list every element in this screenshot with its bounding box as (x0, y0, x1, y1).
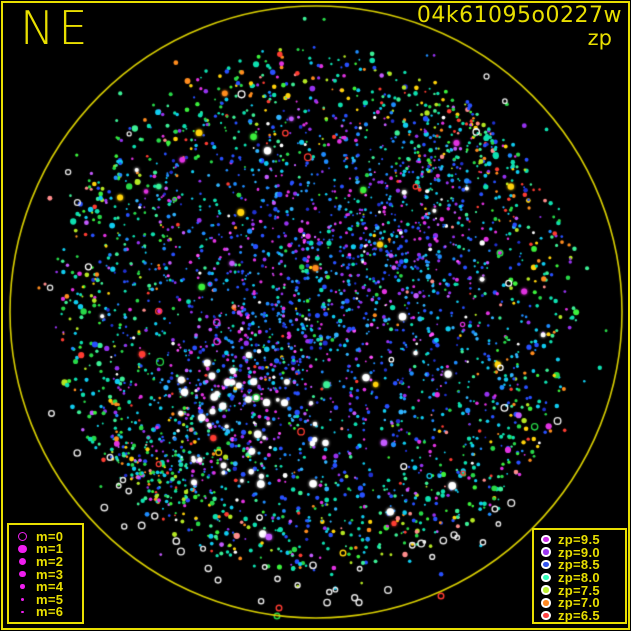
zeropoint-swatch-icon (541, 559, 551, 570)
zeropoint-legend-row-label: zp=7.5 (558, 582, 600, 598)
magnitude-legend-row-label: m=3 (36, 566, 64, 582)
magnitude-legend-row-label: m=2 (36, 553, 64, 569)
zeropoint-legend-row-label: zp=9.0 (558, 544, 600, 560)
zeropoint-swatch-icon (541, 610, 551, 621)
zeropoint-legend-row-label: zp=7.0 (558, 595, 600, 611)
zeropoint-swatch-icon (541, 534, 551, 545)
magnitude-legend-row-label: m=6 (36, 604, 64, 620)
magnitude-legend-row: m=1 (9, 541, 82, 557)
zeropoint-legend-row: zp=6.5 (534, 607, 625, 623)
magnitude-symbol-icon (20, 584, 25, 589)
magnitude-legend-row-label: m=4 (36, 579, 64, 595)
zeropoint-legend-row-label: zp=8.5 (558, 557, 600, 573)
magnitude-legend-row: m=6 (9, 604, 82, 620)
orientation-label: NE (20, 1, 92, 55)
zeropoint-legend-row: zp=7.5 (534, 582, 625, 598)
magnitude-symbol-icon (17, 531, 28, 542)
zeropoint-legend-row: zp=9.0 (534, 544, 625, 560)
magnitude-legend-row: m=4 (9, 579, 82, 595)
magnitude-legend-row-label: m=1 (36, 541, 64, 557)
magnitude-legend: m=0 m=1 m=2 m=3 m=4 m=5 m=6 (7, 523, 84, 624)
magnitude-symbol-icon (18, 544, 27, 554)
plot-title: 04k61095o0227w (416, 3, 622, 28)
magnitude-legend-row: m=2 (9, 553, 82, 569)
title-block: 04k61095o0227w zp (417, 4, 622, 50)
zeropoint-legend-row-label: zp=8.0 (558, 569, 600, 585)
magnitude-symbol-icon (18, 557, 27, 566)
zeropoint-legend-row: zp=9.5 (534, 531, 625, 547)
zeropoint-swatch-icon (541, 572, 551, 583)
zeropoint-legend-row-label: zp=9.5 (558, 531, 600, 547)
magnitude-symbol-icon (21, 610, 24, 614)
magnitude-legend-row-label: m=0 (36, 528, 64, 544)
magnitude-symbol-icon (20, 597, 25, 602)
zeropoint-legend-row: zp=8.0 (534, 569, 625, 585)
zeropoint-swatch-icon (541, 547, 551, 557)
magnitude-legend-row: m=5 (9, 591, 82, 607)
magnitude-legend-row: m=0 (9, 528, 82, 544)
zeropoint-legend-row-label: zp=6.5 (558, 607, 600, 623)
zeropoint-swatch-icon (541, 585, 551, 595)
zeropoint-legend: zp=9.5 zp=9.0 zp=8.5 zp=8.0 zp=7.5 zp=7.0 zp=6… (532, 528, 627, 624)
magnitude-legend-row: m=3 (9, 566, 82, 582)
magnitude-legend-row-label: m=5 (36, 591, 64, 607)
magnitude-symbol-icon (19, 570, 26, 578)
zeropoint-legend-row: zp=8.5 (534, 557, 625, 573)
quantity-label: zp (587, 26, 612, 51)
zeropoint-legend-row: zp=7.0 (534, 595, 625, 611)
zeropoint-swatch-icon (541, 598, 551, 608)
